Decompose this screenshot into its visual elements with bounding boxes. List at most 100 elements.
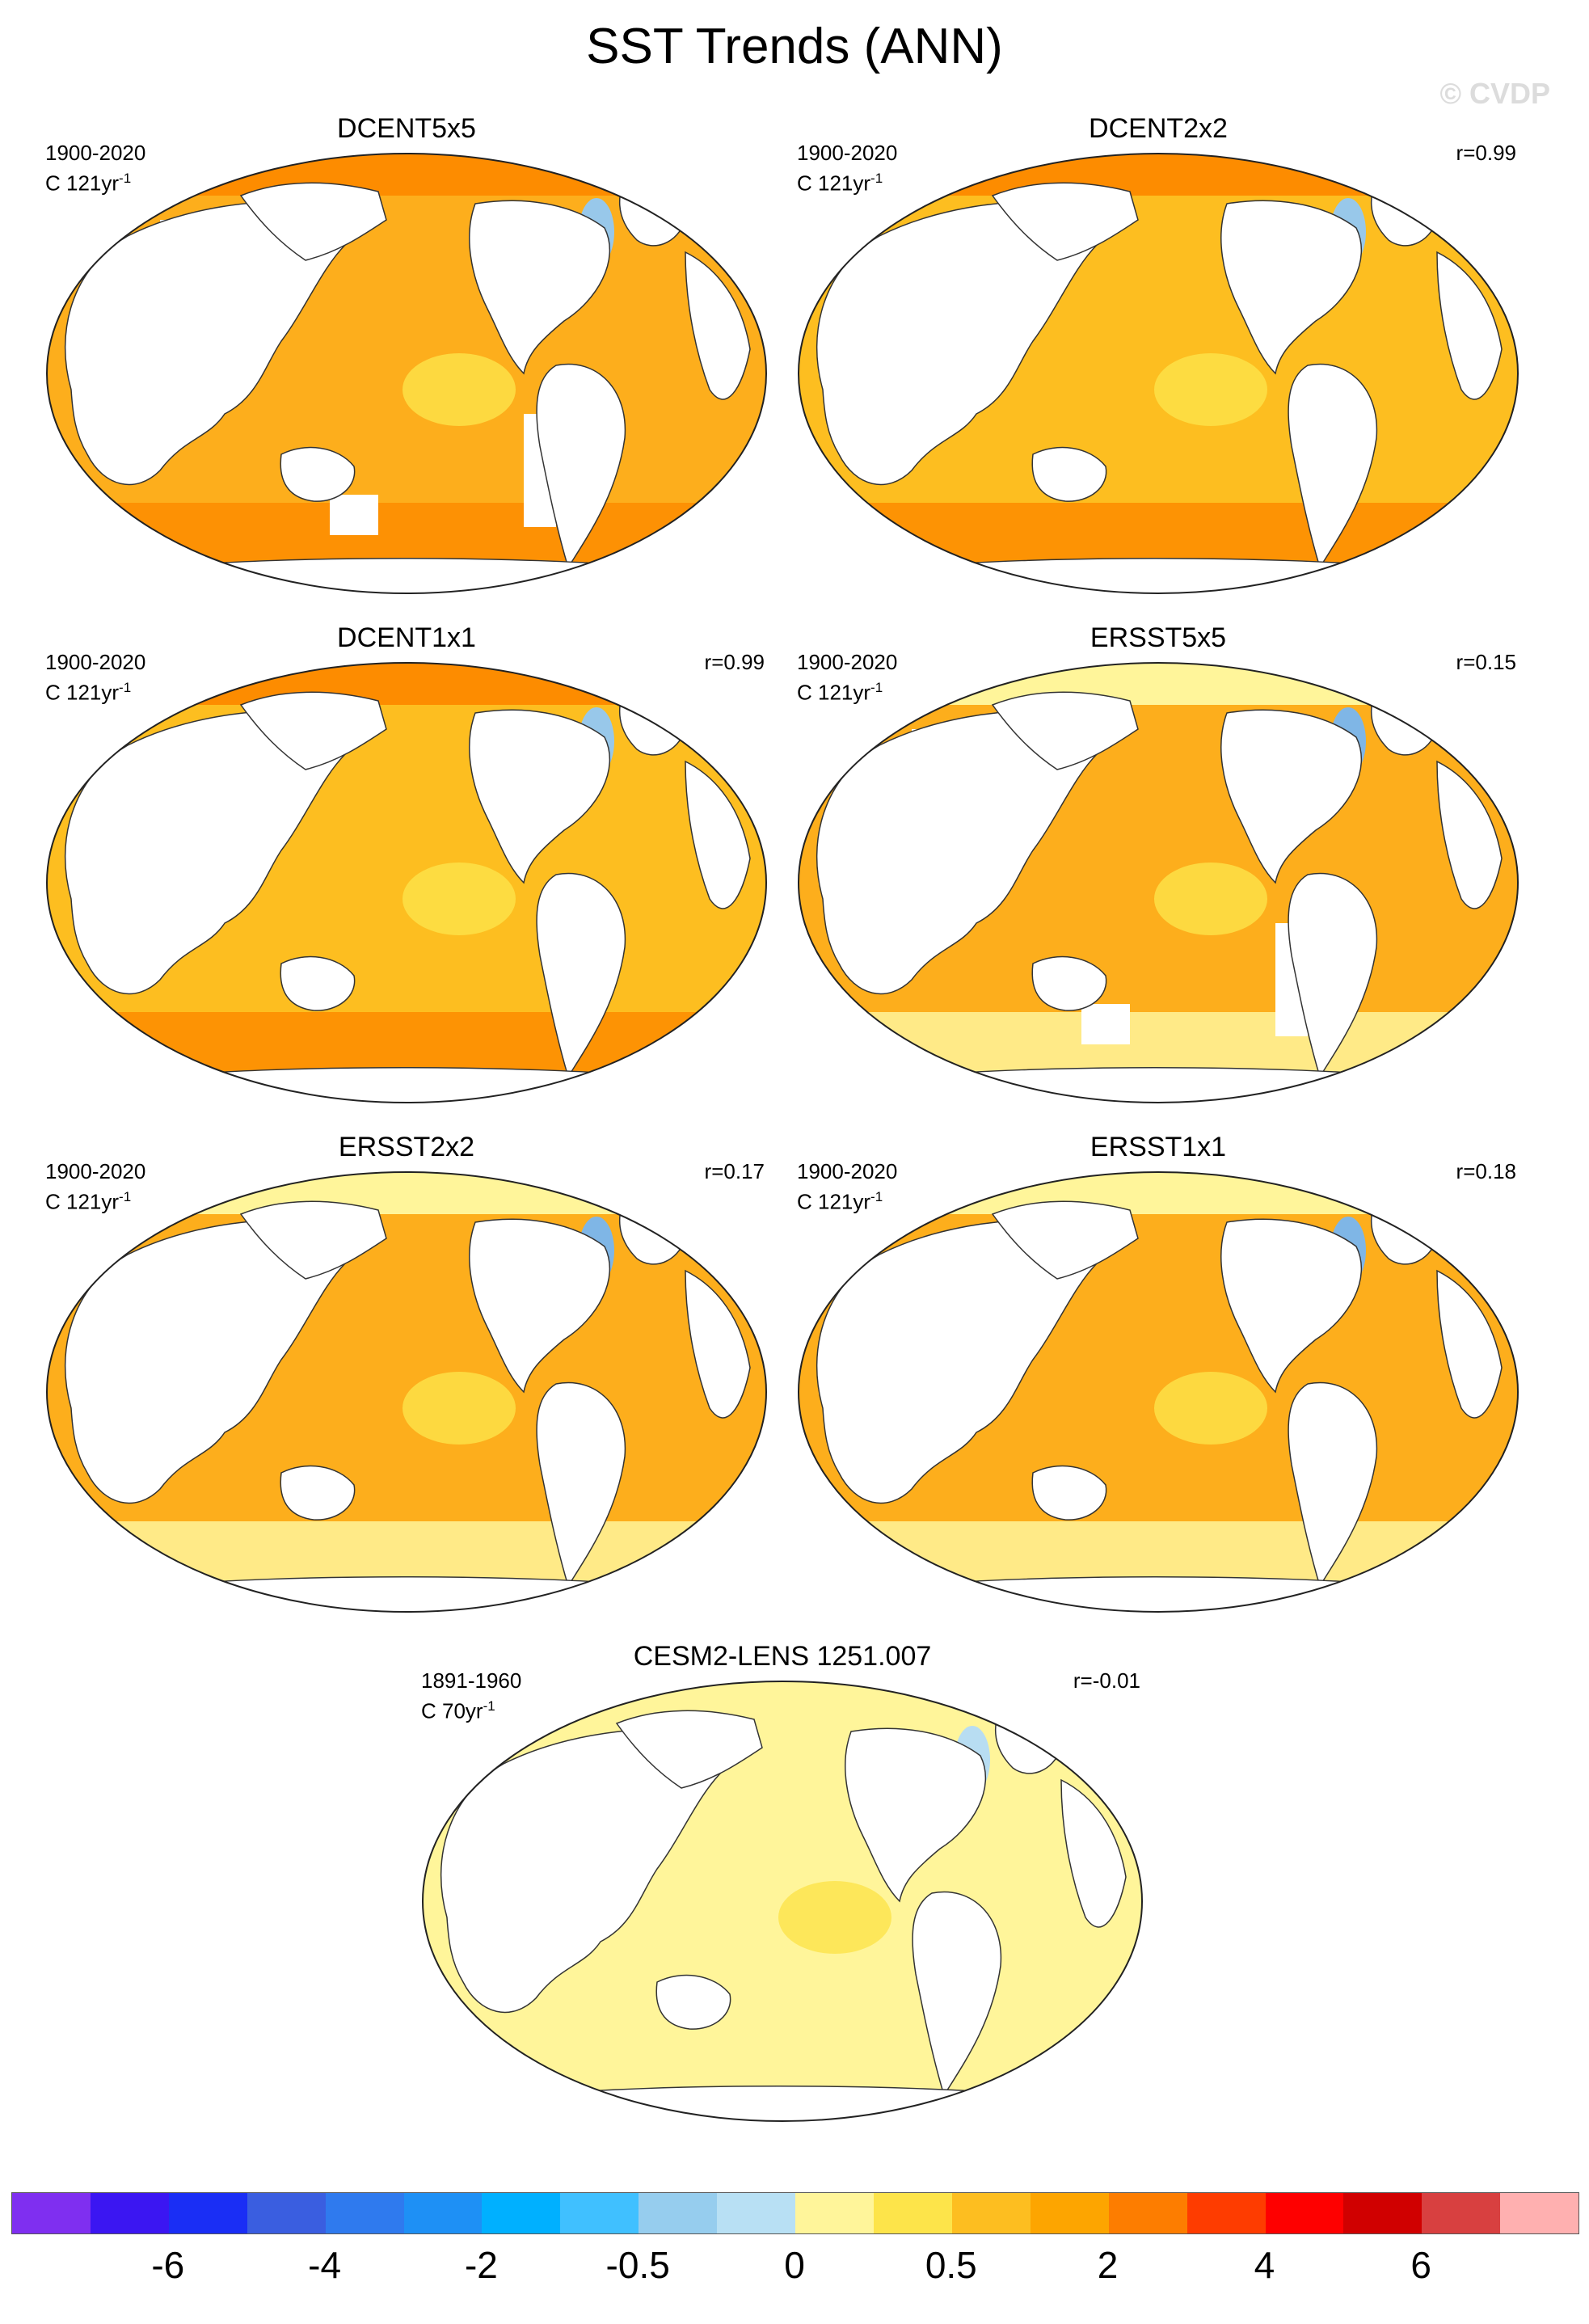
land — [685, 251, 751, 400]
panel-units: C 121yr-1 — [797, 171, 883, 196]
panel-period: 1900-2020 — [797, 1159, 898, 1183]
colorbar-cell — [717, 2193, 796, 2233]
land — [1220, 200, 1363, 375]
figure-title: SST Trends (ANN) — [586, 19, 1003, 74]
panel-period: 1900-2020 — [797, 141, 898, 165]
map-outline — [46, 662, 767, 1103]
world-map — [46, 662, 767, 1103]
land — [469, 1218, 611, 1394]
southern-band — [47, 1521, 766, 1586]
land — [535, 2086, 1031, 2121]
colorbar-label: 6 — [1410, 2244, 1431, 2286]
map-outline — [798, 1171, 1519, 1613]
land — [64, 710, 347, 995]
land — [159, 1576, 655, 1612]
land — [615, 1710, 763, 1789]
colorbar-cell — [168, 2193, 247, 2233]
map-panel: ERSST2x2 1900-2020 C 121yr-1 r=0.17 — [39, 1132, 774, 1613]
colorbar-cell — [1500, 2193, 1579, 2233]
land — [1220, 709, 1363, 884]
tropical-patch — [1154, 863, 1267, 935]
colorbar-cell — [1422, 2193, 1501, 2233]
southern-band — [47, 1012, 766, 1077]
colorbar-cell — [873, 2193, 952, 2233]
panel-period: 1900-2020 — [45, 141, 146, 165]
panel-units: C 121yr-1 — [797, 1189, 883, 1214]
land — [1436, 760, 1503, 909]
colorbar — [11, 2192, 1579, 2234]
land — [816, 1219, 1098, 1504]
land — [280, 1465, 356, 1521]
world-map — [46, 153, 767, 594]
map-panel: ERSST5x5 1900-2020 C 121yr-1 r=0.15 — [790, 622, 1526, 1103]
tropical-patch — [778, 1881, 891, 1954]
land — [1436, 251, 1503, 400]
colorbar-label: -4 — [308, 2244, 342, 2286]
colorbar-cell — [951, 2193, 1031, 2233]
southern-band — [799, 1012, 1518, 1077]
southern-band — [423, 2031, 1142, 2095]
panel-correlation: r=0.17 — [704, 1159, 765, 1183]
land — [991, 1200, 1139, 1280]
land — [1436, 1269, 1503, 1419]
land — [911, 1067, 1407, 1103]
world-map — [422, 1681, 1143, 2122]
panel-correlation: r=0.15 — [1456, 650, 1516, 674]
panel-correlation: r=0.18 — [1456, 1159, 1516, 1183]
panel-title: ERSST2x2 — [338, 1132, 475, 1162]
colorbar-cell — [325, 2193, 404, 2233]
map-panel: DCENT1x1 1900-2020 C 121yr-1 r=0.99 — [39, 622, 774, 1103]
colorbar-cell — [482, 2193, 561, 2233]
panel-period: 1891-1960 — [421, 1668, 522, 1693]
colorbar-cell — [1108, 2193, 1187, 2233]
colorbar-cell — [639, 2193, 718, 2233]
map-panel: DCENT2x2 1900-2020 C 121yr-1 r=0.99 — [790, 113, 1526, 594]
southern-band — [799, 1521, 1518, 1586]
land — [1060, 1778, 1127, 1928]
land — [1031, 1465, 1107, 1521]
panel-units: C 121yr-1 — [45, 171, 132, 196]
world-map — [798, 1171, 1519, 1613]
colorbar-label: 0 — [784, 2244, 805, 2286]
land — [469, 709, 611, 884]
world-map — [46, 1171, 767, 1613]
colorbar-cell — [12, 2193, 91, 2233]
colorbar-label: -0.5 — [605, 2244, 670, 2286]
colorbar-label: -2 — [464, 2244, 498, 2286]
land — [1031, 955, 1107, 1011]
panel-correlation: r=0.99 — [704, 650, 765, 674]
southern-band — [47, 503, 766, 567]
panel-period: 1900-2020 — [45, 1159, 146, 1183]
panel-units: C 121yr-1 — [797, 680, 883, 705]
map-panel: CESM2-LENS 1251.007 1891-1960 C 70yr-1 r=-0… — [415, 1641, 1150, 2122]
colorbar-cell — [1186, 2193, 1266, 2233]
tropical-patch — [1154, 353, 1267, 426]
colorbar-cell — [90, 2193, 169, 2233]
land — [845, 1727, 987, 1903]
panel-title: ERSST1x1 — [1090, 1132, 1227, 1162]
land — [280, 955, 356, 1011]
colorbar-cell — [1030, 2193, 1109, 2233]
map-outline — [798, 662, 1519, 1103]
panel-title: DCENT5x5 — [337, 113, 476, 144]
land — [64, 200, 347, 486]
colorbar-label: 2 — [1097, 2244, 1119, 2286]
colorbar-cell — [1343, 2193, 1423, 2233]
map-outline — [798, 153, 1519, 594]
colorbar-cell — [560, 2193, 639, 2233]
land — [911, 1576, 1407, 1612]
colorbar-label: -6 — [151, 2244, 185, 2286]
panel-correlation: r=-0.01 — [1073, 1668, 1140, 1693]
land — [685, 1269, 751, 1419]
panel-title: DCENT1x1 — [337, 622, 476, 653]
tropical-patch — [403, 863, 516, 935]
panel-title: DCENT2x2 — [1089, 113, 1228, 144]
panel-title: ERSST5x5 — [1090, 622, 1227, 653]
panel-units: C 70yr-1 — [421, 1698, 495, 1723]
panel-title: CESM2-LENS 1251.007 — [633, 1641, 932, 1672]
land — [1220, 1218, 1363, 1394]
cvdp-watermark: © CVDP — [1439, 77, 1550, 110]
southern-band — [799, 503, 1518, 567]
colorbar-labels: -6 -4 -2 -0.5 0 0.5 2 4 6 — [11, 2243, 1578, 2292]
map-outline — [46, 153, 767, 594]
